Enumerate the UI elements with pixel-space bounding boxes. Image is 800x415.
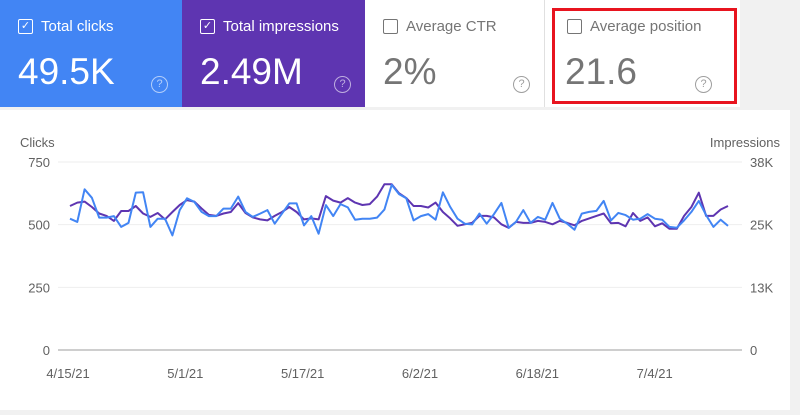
left-tick-label: 750 xyxy=(28,155,50,170)
left-tick-label: 500 xyxy=(28,218,50,233)
right-tick-label: 0 xyxy=(750,343,757,358)
performance-chart: Clicks Impressions 0 0 250 13K 500 25K 750 38K 4… xyxy=(0,110,790,410)
checkbox-unchecked-icon[interactable] xyxy=(383,19,398,34)
help-icon[interactable]: ? xyxy=(334,76,351,93)
right-tick-label: 38K xyxy=(750,155,773,170)
x-tick-label: 5/1/21 xyxy=(167,366,203,381)
right-tick-label: 25K xyxy=(750,218,773,233)
x-tick-label: 7/4/21 xyxy=(637,366,673,381)
metric-card-average-ctr[interactable]: Average CTR 2% ? xyxy=(365,0,545,107)
left-tick-label: 0 xyxy=(43,343,50,358)
x-tick-label: 6/18/21 xyxy=(516,366,559,381)
right-axis-label: Impressions xyxy=(710,135,781,150)
metric-card-total-clicks[interactable]: ✓Total clicks 49.5K ? xyxy=(0,0,182,107)
x-tick-label: 4/15/21 xyxy=(46,366,89,381)
help-icon[interactable]: ? xyxy=(513,76,530,93)
x-tick-label: 5/17/21 xyxy=(281,366,324,381)
chart-panel: Clicks Impressions 0 0 250 13K 500 25K 750 38K 4… xyxy=(0,110,790,410)
left-axis-label: Clicks xyxy=(20,135,55,150)
left-tick-label: 250 xyxy=(28,280,50,295)
x-tick-label: 6/2/21 xyxy=(402,366,438,381)
right-tick-label: 13K xyxy=(750,280,773,295)
card-label: Average CTR xyxy=(406,18,497,35)
metric-card-total-impressions[interactable]: ✓Total impressions 2.49M ? xyxy=(182,0,365,107)
card-label: Total impressions xyxy=(223,18,339,35)
checkbox-checked-icon[interactable]: ✓ xyxy=(18,19,33,34)
card-label: Total clicks xyxy=(41,18,114,35)
highlight-box xyxy=(552,8,737,104)
series-line-impressions xyxy=(70,184,728,229)
help-icon[interactable]: ? xyxy=(151,76,168,93)
checkbox-checked-icon[interactable]: ✓ xyxy=(200,19,215,34)
